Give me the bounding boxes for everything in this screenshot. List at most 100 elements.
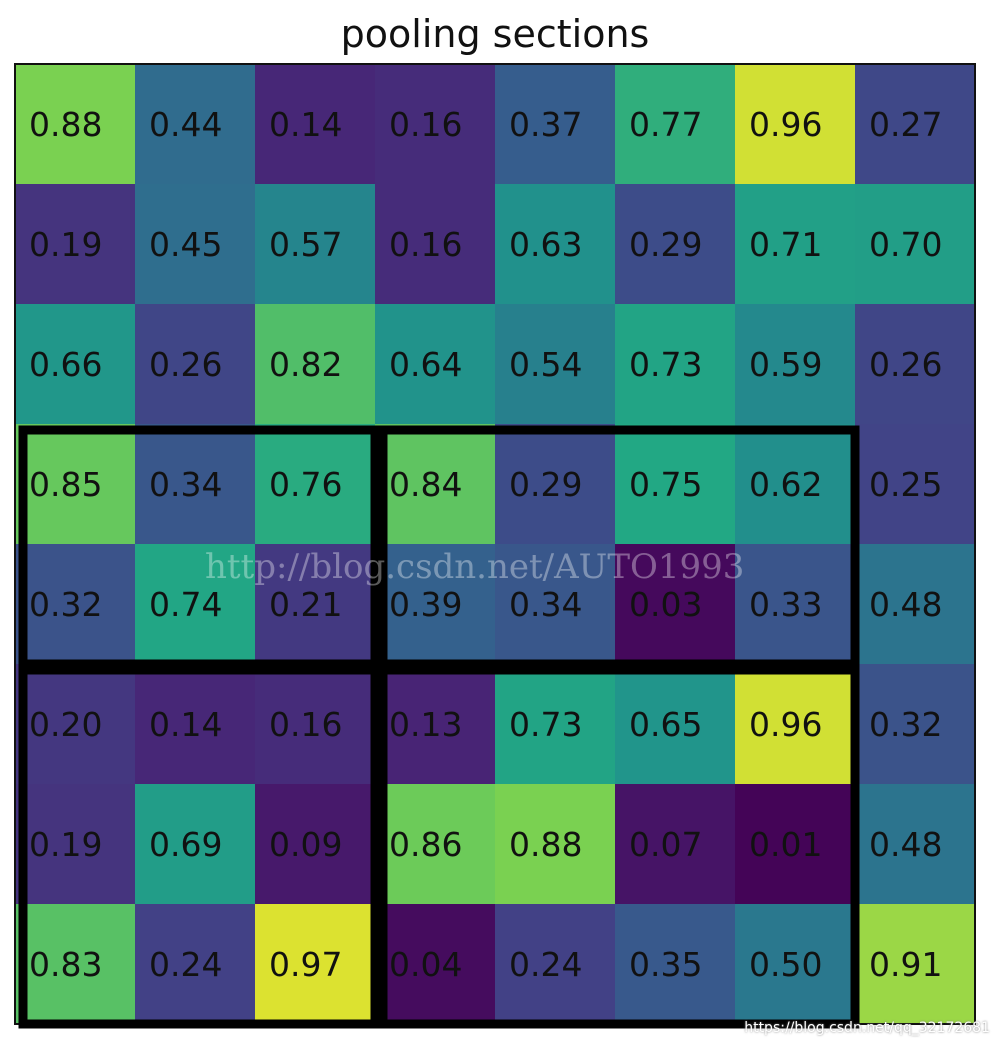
cell-value-label: 0.26 [869,345,942,384]
cell-value-label: 0.48 [869,825,942,864]
cell-value-label: 0.24 [149,945,222,984]
heatmap-cell-r6-c3 [375,784,496,905]
cell-value-label: 0.21 [269,585,342,624]
heatmap-cell-r1-c7 [855,184,976,305]
cell-value-label: 0.82 [269,345,342,384]
heatmap-cell-r5-c2 [255,664,376,785]
heatmap-cell-r6-c1 [135,784,256,905]
cell-value-label: 0.96 [749,705,822,744]
heatmap-cell-r0-c7 [855,64,976,185]
cell-value-label: 0.16 [269,705,342,744]
cell-value-label: 0.97 [269,945,342,984]
pooling-section-2 [378,425,860,669]
heatmap-cell-r3-c7 [855,424,976,545]
heatmap-cell-r0-c3 [375,64,496,185]
heatmap-cell-r1-c0 [15,184,136,305]
heatmap-cell-r7-c3 [375,904,496,1025]
heatmap-cell-r5-c1 [135,664,256,785]
heatmap-cell-r0-c2 [255,64,376,185]
pooling-section-1 [18,425,380,669]
heatmap-cell-r2-c1 [135,304,256,425]
cell-value-label: 0.19 [29,225,102,264]
cell-value-label: 0.71 [749,225,822,264]
heatmap-cell-r1-c4 [495,184,616,305]
cell-value-label: 0.73 [629,345,702,384]
heatmap-cell-r5-c4 [495,664,616,785]
heatmap-cell-r4-c7 [855,544,976,665]
heatmap-cell-r3-c1 [135,424,256,545]
heatmap-cell-r2-c7 [855,304,976,425]
pooling-section-3 [18,665,380,1029]
heatmap-cell-r1-c1 [135,184,256,305]
cell-value-label: 0.48 [869,585,942,624]
heatmap-cell-r7-c1 [135,904,256,1025]
heatmap-cell-r3-c3 [375,424,496,545]
cell-value-label: 0.29 [509,465,582,504]
heatmap-cell-r4-c4 [495,544,616,665]
heatmap-cell-r1-c5 [615,184,736,305]
heatmap-cell-r3-c0 [15,424,136,545]
cell-value-label: 0.24 [509,945,582,984]
heatmap-cell-r0-c4 [495,64,616,185]
cell-value-label: 0.66 [29,345,102,384]
cell-value-label: 0.34 [149,465,222,504]
cell-value-label: 0.50 [749,945,822,984]
cell-value-label: 0.39 [389,585,462,624]
cell-value-label: 0.77 [629,105,702,144]
cell-value-label: 0.09 [269,825,342,864]
cell-value-label: 0.54 [509,345,582,384]
heatmap-cell-r7-c0 [15,904,136,1025]
heatmap-cell-r5-c6 [735,664,856,785]
heatmap-cell-r3-c2 [255,424,376,545]
heatmap-cell-r4-c6 [735,544,856,665]
cell-value-label: 0.32 [869,705,942,744]
cell-value-label: 0.86 [389,825,462,864]
heatmap-cell-r0-c1 [135,64,256,185]
cell-value-label: 0.32 [29,585,102,624]
heatmap-cell-r2-c6 [735,304,856,425]
cell-value-label: 0.57 [269,225,342,264]
cell-value-label: 0.96 [749,105,822,144]
heatmap-cell-r3-c4 [495,424,616,545]
heatmap-cell-r4-c0 [15,544,136,665]
cell-value-label: 0.29 [629,225,702,264]
cell-value-label: 0.70 [869,225,942,264]
cell-value-label: 0.59 [749,345,822,384]
heatmap-cell-r7-c6 [735,904,856,1025]
heatmap-cell-r4-c1 [135,544,256,665]
heatmap-cell-r3-c5 [615,424,736,545]
cell-value-label: 0.91 [869,945,942,984]
heatmap-cell-r3-c6 [735,424,856,545]
cell-value-label: 0.14 [269,105,342,144]
heatmap-value-labels: 0.88 0.44 0.14 0.16 0.37 0.77 0.96 0.27 0.19 0.45… [29,105,942,984]
cell-value-label: 0.75 [629,465,702,504]
heatmap-cell-r6-c6 [735,784,856,905]
cell-value-label: 0.64 [389,345,462,384]
heatmap-cell-r1-c3 [375,184,496,305]
heatmap-cell-r0-c0 [15,64,136,185]
heatmap-cell-r2-c4 [495,304,616,425]
watermark-text: http://blog.csdn.net/AUTO1993 [205,547,744,587]
cell-value-label: 0.73 [509,705,582,744]
heatmap-cells [15,64,976,1025]
chart-title: pooling sections [340,12,650,56]
cell-value-label: 0.37 [509,105,582,144]
heatmap-cell-r1-c6 [735,184,856,305]
cell-value-label: 0.44 [149,105,222,144]
cell-value-label: 0.14 [149,705,222,744]
cell-value-label: 0.85 [29,465,102,504]
heatmap-cell-r7-c5 [615,904,736,1025]
heatmap-cell-r6-c2 [255,784,376,905]
heatmap-cell-r6-c0 [15,784,136,905]
cell-value-label: 0.84 [389,465,462,504]
cell-value-label: 0.03 [629,585,702,624]
heatmap-cell-r0-c5 [615,64,736,185]
cell-value-label: 0.88 [509,825,582,864]
cell-value-label: 0.16 [389,225,462,264]
cell-value-label: 0.01 [749,825,822,864]
heatmap-cell-r1-c2 [255,184,376,305]
heatmap-cell-r5-c3 [375,664,496,785]
cell-value-label: 0.69 [149,825,222,864]
cell-value-label: 0.26 [149,345,222,384]
